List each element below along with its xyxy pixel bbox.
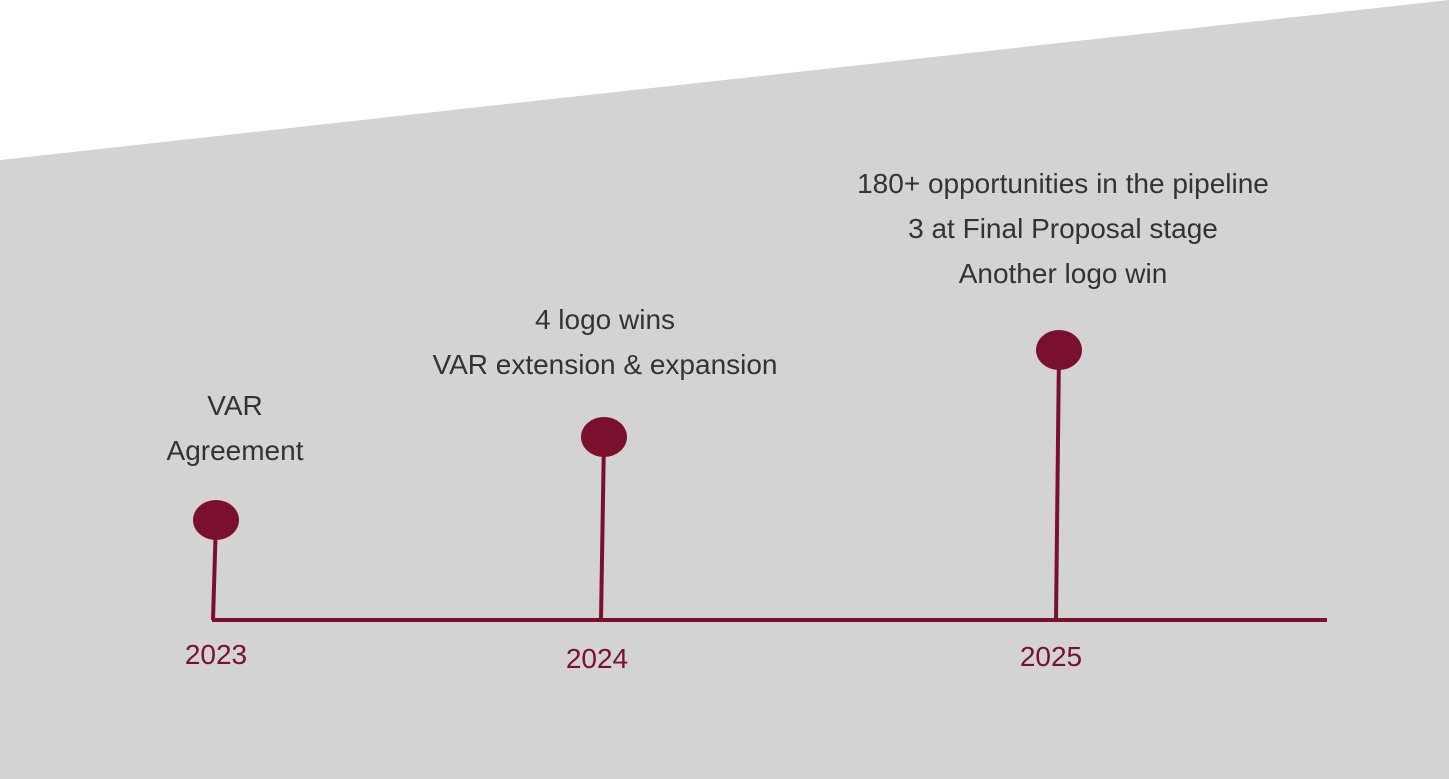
milestone-text: Agreement [167, 435, 304, 466]
milestone-stem [1054, 349, 1061, 621]
milestone-text: VAR extension & expansion [432, 349, 777, 380]
milestone-text: 4 logo wins [535, 304, 675, 335]
milestone-stem [599, 436, 606, 621]
milestone-year: 2023 [185, 639, 247, 670]
milestone-dot [193, 500, 239, 540]
milestone-text: 3 at Final Proposal stage [908, 213, 1218, 244]
milestone-dot [581, 417, 627, 457]
milestone-dot [1036, 330, 1082, 370]
milestone-year: 2024 [566, 643, 628, 674]
milestone-year: 2025 [1020, 641, 1082, 672]
milestone-text: Another logo win [959, 258, 1168, 289]
milestone-text: 180+ opportunities in the pipeline [857, 168, 1269, 199]
milestone-text: VAR [207, 390, 263, 421]
